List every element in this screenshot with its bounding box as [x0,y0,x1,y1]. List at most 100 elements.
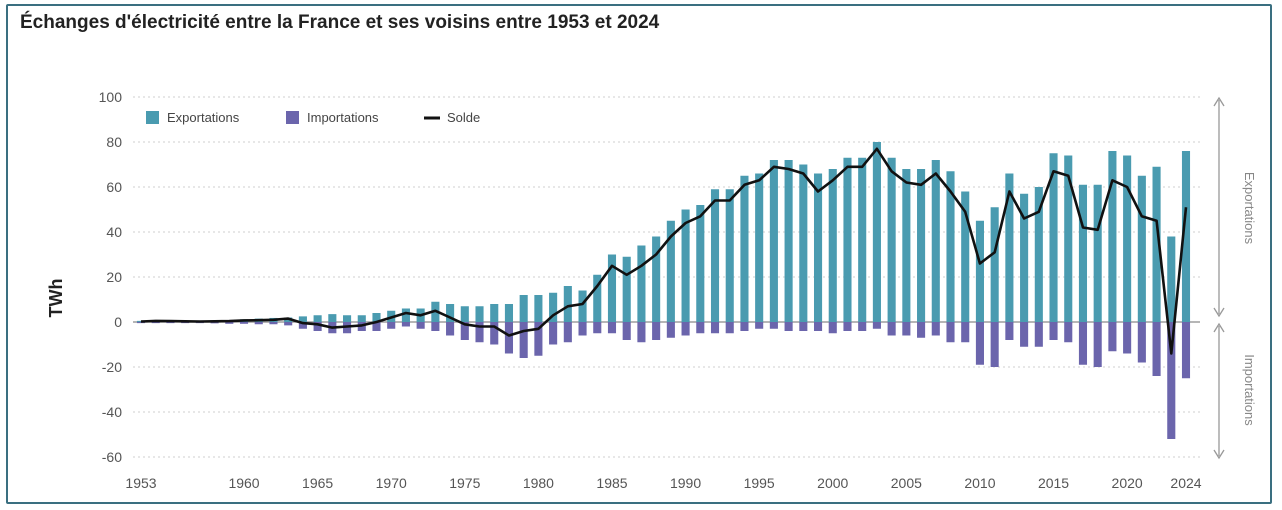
balance-line [140,147,1188,355]
y-tick-label: 80 [106,134,122,150]
import-bar [710,322,720,334]
export-bar [504,304,514,322]
legend-label-importations: Importations [307,110,379,125]
x-tick-label: 1953 [125,475,156,491]
import-bar [666,322,675,338]
import-bar [593,322,602,334]
export-bar [298,316,307,322]
import-bar [210,322,219,324]
export-bar [769,160,778,322]
x-tick-label: 1990 [670,475,701,491]
export-bar [828,169,837,322]
side-label-importations: Importations [1242,354,1257,426]
import-bar [755,322,764,329]
import-bar [1049,322,1058,340]
import-bar [431,322,440,331]
legend-swatch-exportations [146,111,159,124]
y-tick-label: 0 [114,314,122,330]
legend: Exportations Importations Solde [146,110,480,125]
export-bar [637,245,646,322]
export-bar [460,306,469,322]
import-bar [990,322,999,367]
legend-label-solde: Solde [447,110,480,125]
export-bar [858,157,867,322]
import-bar [696,322,705,334]
import-bar [1137,322,1146,363]
export-bar [931,160,940,322]
export-bar [1108,151,1117,322]
import-bar [975,322,984,365]
import-bar [902,322,911,336]
import-bar [578,322,587,336]
import-bar [622,322,631,340]
x-tick-label: 1985 [596,475,627,491]
export-bar [372,313,381,322]
import-bar [151,322,160,324]
y-tick-label: -60 [102,449,122,465]
import-bar [1078,322,1088,365]
export-bar [534,295,543,322]
export-bar [328,314,337,322]
export-bar [799,164,808,322]
import-bar [401,322,410,327]
export-bar [902,169,911,322]
export-bar [1064,155,1073,322]
export-bar [593,274,602,322]
import-bar [887,322,896,336]
import-bar [460,322,469,340]
y-tick-label: 60 [106,179,122,195]
export-bar [475,306,484,322]
y-axis-ticks: 100 80 60 40 20 0 -20 -40 -60 [99,89,123,465]
export-bar [1020,193,1029,322]
export-bar [313,315,322,322]
x-tick-label: 2005 [891,475,922,491]
export-bar [446,304,455,322]
import-bar [858,322,867,331]
export-bar [681,209,690,322]
y-axis-label: TWh [46,279,66,318]
import-bar [387,322,396,329]
import-bar [784,322,793,331]
import-bar [828,322,837,334]
export-bar [1181,151,1191,322]
export-bar [784,160,793,322]
export-bar [843,157,852,322]
export-bar [666,220,675,322]
import-bar [946,322,955,343]
import-bar [1005,322,1014,340]
exports-arrow-bottom-icon [1213,307,1225,318]
legend-label-exportations: Exportations [167,110,240,125]
y-tick-label: -20 [102,359,122,375]
export-bar [710,189,720,322]
export-bar [1152,166,1161,322]
import-bar [372,322,381,331]
import-bar [1167,322,1176,439]
y-tick-label: 40 [106,224,122,240]
import-bar [298,322,307,329]
export-bar [1005,173,1014,322]
exports-arrow-top-icon [1213,96,1225,107]
x-tick-label: 2024 [1170,475,1201,491]
x-tick-label: 1980 [523,475,554,491]
import-bar [1020,322,1029,347]
import-bar [1123,322,1132,354]
import-bar [931,322,940,336]
export-bar [1078,184,1088,322]
balance-line-group [140,147,1188,355]
import-bar [446,322,455,336]
export-bar [652,236,661,322]
export-bar [549,292,558,322]
import-bar [917,322,926,338]
import-bar [166,322,175,324]
export-bar [607,254,617,322]
y-tick-label: -40 [102,404,122,420]
import-bar [1152,322,1161,376]
import-bar [563,322,572,343]
import-bar [769,322,778,329]
export-bar [755,173,764,322]
import-bar [725,322,734,334]
x-tick-label: 1960 [228,475,259,491]
export-bar [357,315,366,322]
export-bar [961,191,970,322]
import-bar [843,322,852,331]
